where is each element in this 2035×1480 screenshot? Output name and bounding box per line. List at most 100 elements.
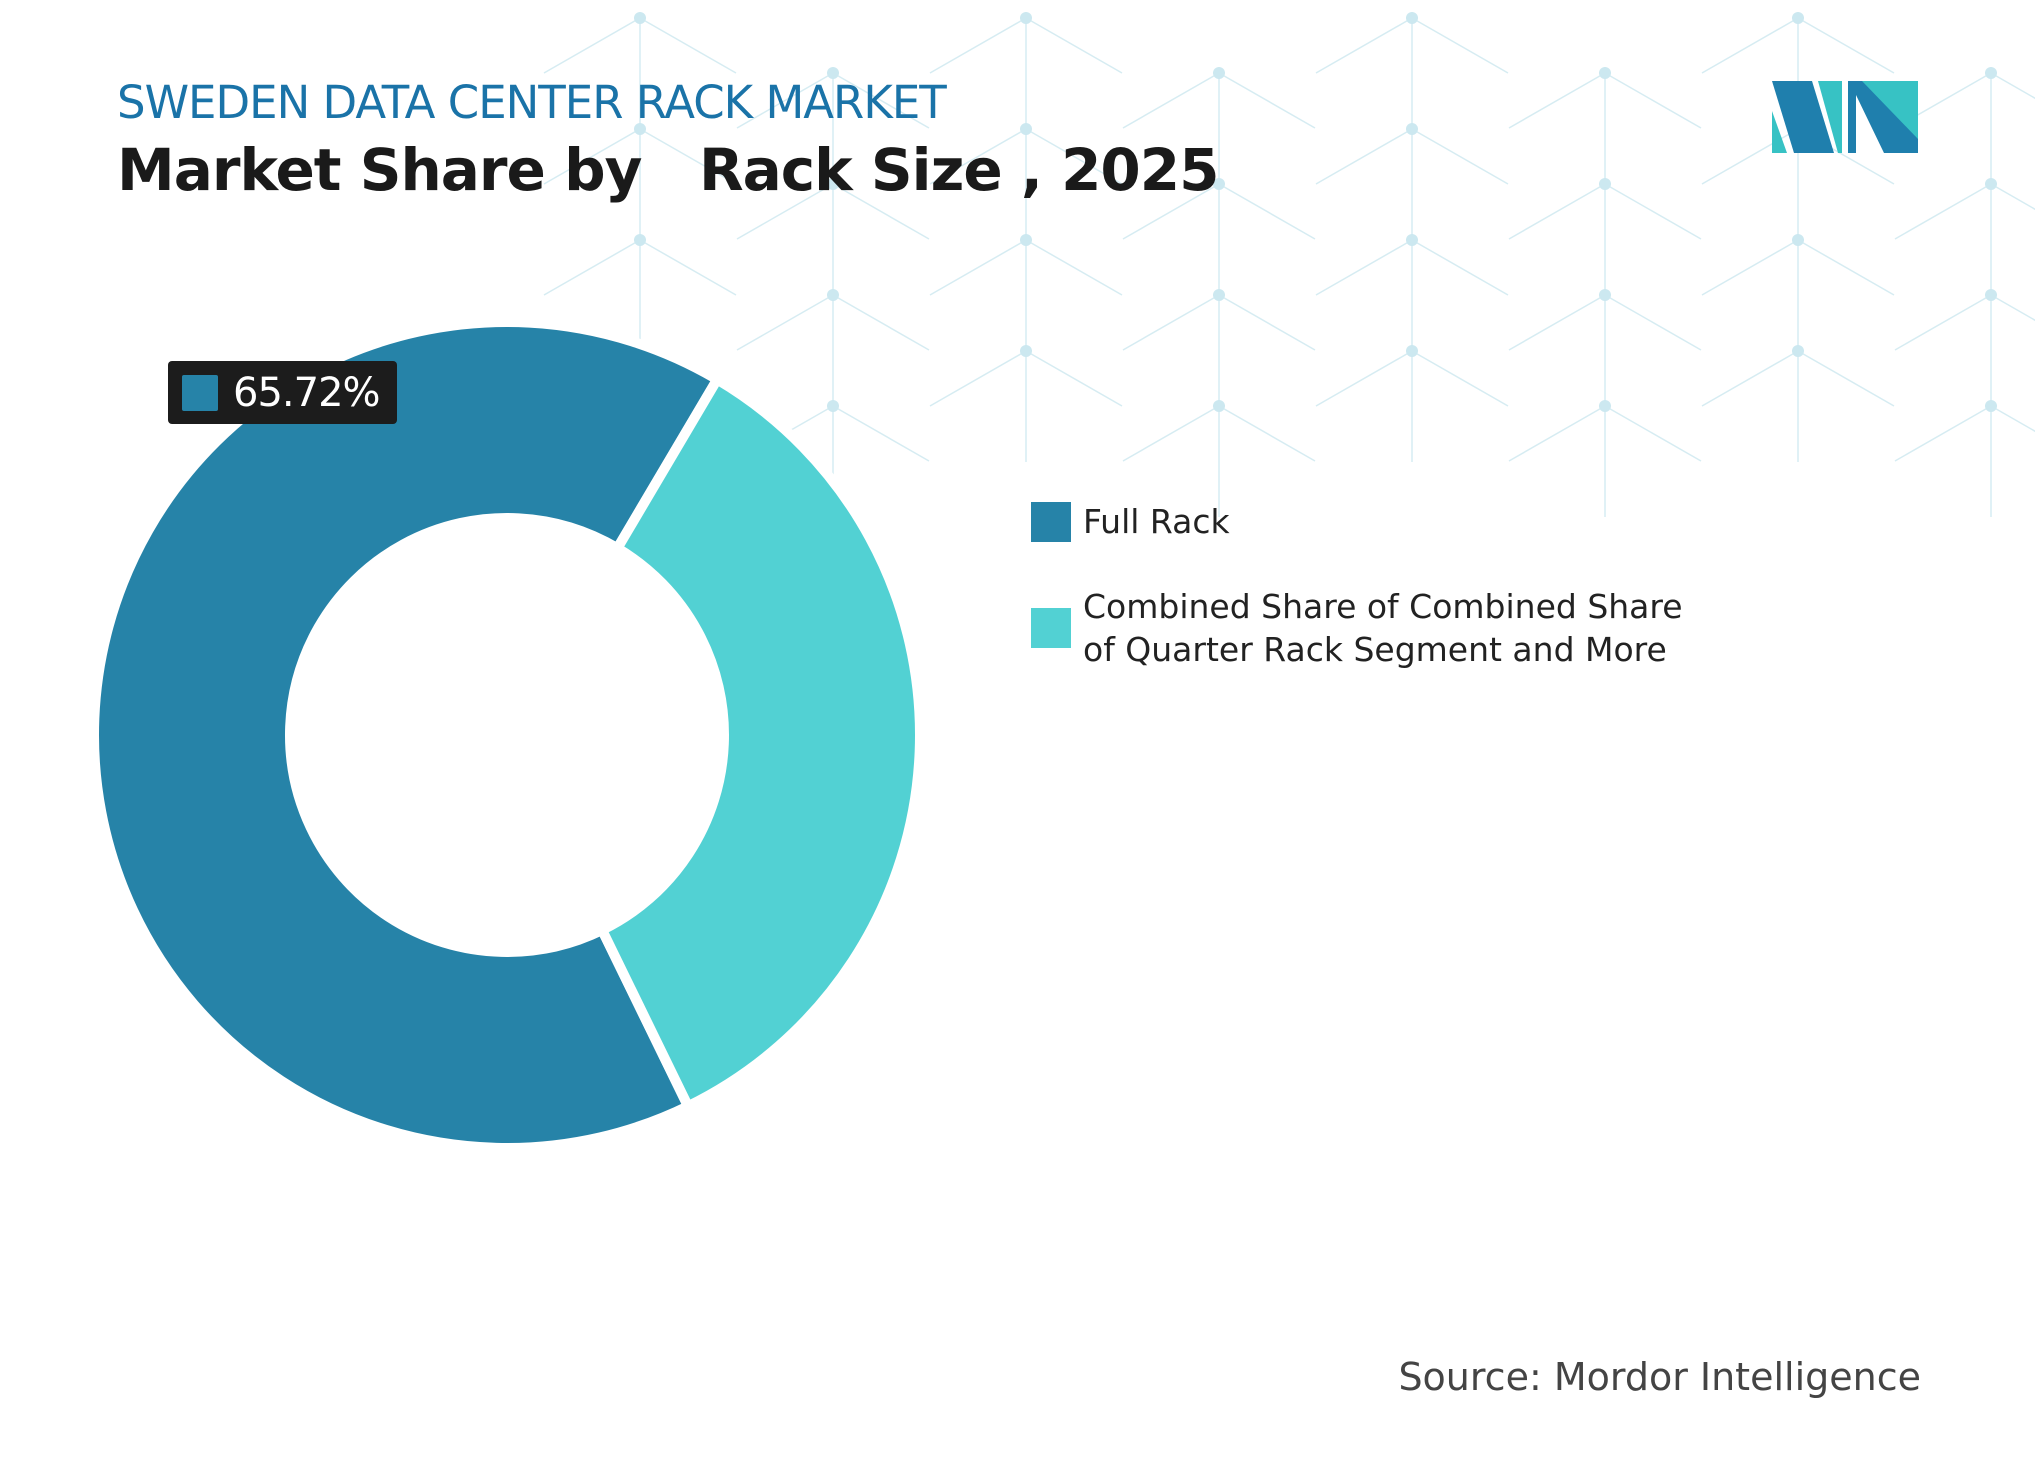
pattern-dot (1792, 12, 1804, 24)
pattern-line (1990, 294, 2035, 322)
pattern-dot (1406, 123, 1418, 135)
pattern-line (639, 17, 737, 74)
pattern-line (929, 350, 1027, 407)
pattern-line (1411, 350, 1509, 407)
pattern-line (1315, 239, 1413, 296)
pattern-line (1218, 72, 1316, 129)
chart-subtitle: Market Share by Rack Size , 2025 (117, 136, 1220, 204)
pattern-line (832, 294, 930, 351)
pattern-line (1122, 294, 1220, 351)
source-note: Source: Mordor Intelligence (1398, 1355, 1921, 1399)
pattern-dot (1020, 234, 1032, 246)
pattern-line (1701, 350, 1799, 407)
legend-swatch (1031, 501, 1071, 542)
pattern-dot (1020, 123, 1032, 135)
pattern-dot (1985, 289, 1997, 301)
pattern-line (543, 239, 641, 296)
pattern-line (1218, 183, 1316, 240)
pattern-line (832, 72, 930, 129)
pattern-dot (827, 67, 839, 79)
pattern-dot (827, 400, 839, 412)
pattern-dot (1985, 67, 1997, 79)
pattern-line (1701, 128, 1799, 185)
pattern-line (1894, 405, 1992, 462)
pattern-line (1797, 350, 1895, 407)
pattern-line (1315, 128, 1413, 185)
pattern-dot (1599, 289, 1611, 301)
pattern-line (929, 239, 1027, 296)
pattern-line (1122, 72, 1220, 129)
pattern-line (1894, 294, 1992, 351)
pattern-dot (1213, 67, 1225, 79)
pattern-line (736, 72, 834, 129)
data-label-swatch (182, 374, 218, 411)
pattern-line (832, 183, 930, 240)
pattern-line (1701, 17, 1799, 74)
pattern-line (1990, 72, 2035, 100)
pattern-dot (1213, 400, 1225, 412)
pattern-line (1990, 405, 2035, 433)
pattern-line (832, 405, 930, 462)
pattern-line (543, 128, 641, 185)
pattern-line (1990, 183, 2035, 211)
pattern-line (1315, 350, 1413, 407)
pattern-dot (827, 178, 839, 190)
pattern-line (929, 17, 1027, 74)
pattern-line (1604, 294, 1702, 351)
pattern-line (1025, 17, 1123, 74)
data-label-full-rack: 65.72% (168, 361, 397, 424)
pattern-dot (1406, 234, 1418, 246)
pattern-line (1508, 294, 1606, 351)
pattern-line (1218, 294, 1316, 351)
legend-label: Full Rack (1083, 502, 1230, 541)
pattern-line (1411, 17, 1509, 74)
pattern-dot (1213, 289, 1225, 301)
pattern-dot (1792, 345, 1804, 357)
pattern-dot (634, 12, 646, 24)
mordor-logo-icon (1772, 81, 1918, 153)
pattern-dot (827, 289, 839, 301)
pattern-line (1797, 17, 1895, 74)
legend: Full Rack Combined Share of Combined Sha… (1031, 500, 1703, 713)
donut-slice-full-rack (89, 317, 725, 1153)
pattern-line (1122, 405, 1220, 462)
legend-swatch (1031, 608, 1071, 648)
pattern-line (736, 294, 834, 351)
pattern-line (1604, 72, 1702, 129)
pattern-dot (1020, 345, 1032, 357)
pattern-line (1025, 239, 1123, 296)
pattern-line (1604, 405, 1702, 462)
pattern-dot (1792, 234, 1804, 246)
pattern-line (1701, 239, 1799, 296)
pattern-line (1508, 405, 1606, 462)
pattern-dot (1213, 178, 1225, 190)
legend-item-full-rack: Full Rack (1031, 500, 1703, 543)
pattern-dot (1406, 12, 1418, 24)
pattern-line (929, 128, 1027, 185)
pattern-dot (1985, 178, 1997, 190)
pattern-dot (634, 234, 646, 246)
pattern-dot (1985, 400, 1997, 412)
pattern-line (1315, 17, 1413, 74)
pattern-line (1604, 183, 1702, 240)
pattern-line (639, 239, 737, 296)
legend-label: Combined Share of Combined Share of Quar… (1083, 587, 1683, 669)
pattern-dot (1406, 345, 1418, 357)
pattern-dot (634, 123, 646, 135)
pattern-line (639, 128, 737, 185)
chart-title: SWEDEN DATA CENTER RACK MARKET (117, 76, 947, 129)
pattern-line (1218, 405, 1316, 462)
data-label-text: 65.72% (233, 369, 381, 416)
pattern-dot (1599, 178, 1611, 190)
pattern-line (1797, 239, 1895, 296)
pattern-line (1025, 128, 1123, 185)
donut-slice-quarter-rack (595, 372, 925, 1113)
pattern-line (1025, 350, 1123, 407)
pattern-line (1411, 239, 1509, 296)
pattern-line (1894, 183, 1992, 240)
pattern-line (736, 183, 834, 240)
legend-item-quarter-rack: Combined Share of Combined Share of Quar… (1031, 585, 1703, 671)
pattern-dot (1599, 67, 1611, 79)
